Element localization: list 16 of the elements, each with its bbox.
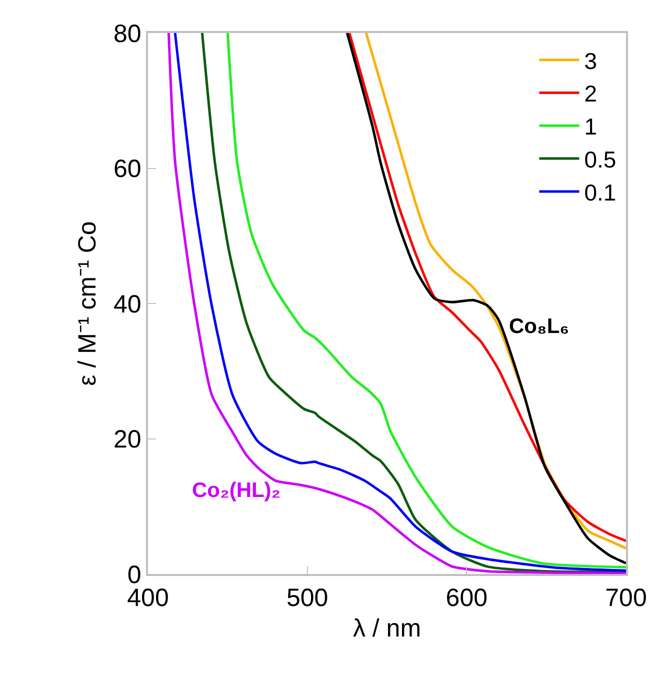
legend-label: 1 bbox=[584, 114, 598, 140]
legend-label: 0.1 bbox=[584, 179, 616, 206]
y-tick-label: 20 bbox=[113, 426, 142, 454]
y-axis-title: ε / M⁻¹ cm⁻¹ Co bbox=[74, 221, 102, 386]
x-tick-label: 500 bbox=[286, 584, 328, 612]
annotation: Co₂(HL)₂ bbox=[192, 479, 281, 502]
legend-label: 0.5 bbox=[584, 146, 616, 173]
y-tick-label: 40 bbox=[113, 290, 142, 318]
x-tick-label: 700 bbox=[605, 584, 647, 612]
annotation: Co₈L₆ bbox=[509, 315, 570, 338]
legend-label: 2 bbox=[584, 80, 598, 107]
x-tick-label: 600 bbox=[446, 584, 488, 612]
y-tick-label: 80 bbox=[113, 20, 142, 48]
x-axis-title: λ / nm bbox=[352, 614, 422, 642]
y-tick-label: 60 bbox=[113, 155, 142, 183]
legend-label: 3 bbox=[584, 48, 598, 74]
